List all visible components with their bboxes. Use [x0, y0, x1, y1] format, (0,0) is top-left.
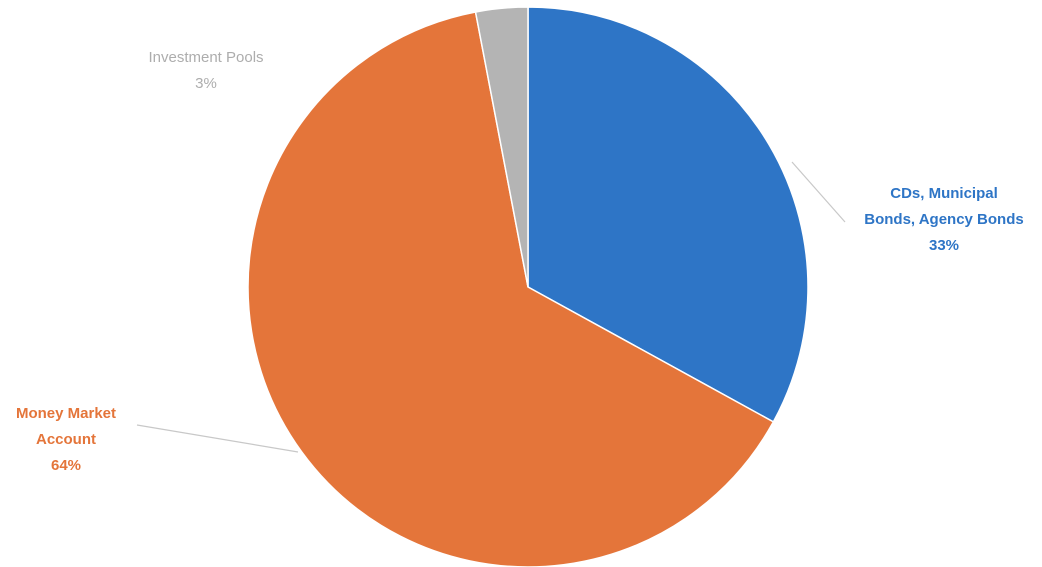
data-label-line: Money Market: [16, 405, 116, 422]
data-label-percent: 3%: [195, 75, 217, 92]
pie-slice-money-market-account: [247, 11, 775, 567]
data-label-percent: 33%: [929, 237, 959, 254]
data-label-line: Investment Pools: [148, 49, 263, 66]
labels-layer: CDs, Municipal Bonds, Agency Bonds 33% Mone…: [16, 49, 1024, 474]
data-label-percent: 64%: [51, 457, 81, 474]
leader-lines-layer: [136, 161, 846, 453]
data-label-line: Bonds, Agency Bonds: [864, 211, 1023, 228]
data-label-line: Account: [36, 431, 96, 448]
data-label-money-market-account: Money Market Account 64%: [16, 405, 116, 474]
data-label-investment-pools: Investment Pools 3%: [148, 49, 263, 92]
leader-line-money-market-account: [136, 424, 299, 453]
slices-layer: [247, 6, 809, 567]
leader-line-cds-municipal-bonds-agency-bonds: [791, 161, 846, 223]
data-label-line: CDs, Municipal: [890, 185, 998, 202]
pie-slice-cds-municipal-bonds-agency-bonds: [527, 6, 809, 423]
data-label-cds-municipal-bonds-agency-bonds: CDs, Municipal Bonds, Agency Bonds 33%: [864, 185, 1023, 254]
pie-slice-investment-pools: [474, 6, 529, 288]
